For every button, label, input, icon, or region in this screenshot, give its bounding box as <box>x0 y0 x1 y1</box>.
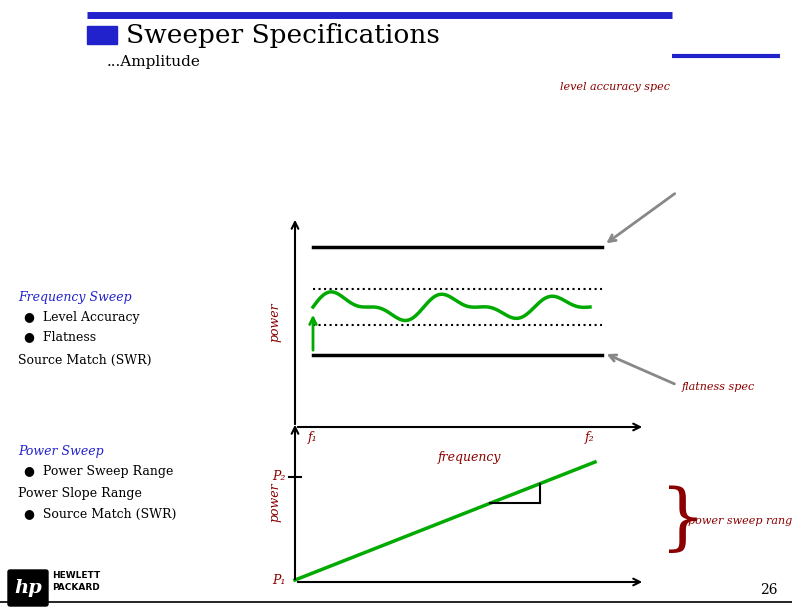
Text: Power Sweep: Power Sweep <box>18 446 104 458</box>
Text: ●  Flatness: ● Flatness <box>24 330 96 343</box>
Text: ...Amplitude: ...Amplitude <box>107 55 201 69</box>
Text: ●  Level Accuracy: ● Level Accuracy <box>24 310 139 324</box>
Text: Power Slope Range: Power Slope Range <box>18 488 142 501</box>
Text: P₂: P₂ <box>272 471 286 483</box>
Text: Source Match (SWR): Source Match (SWR) <box>18 354 151 367</box>
Text: power: power <box>268 302 281 342</box>
Text: hp: hp <box>14 579 42 597</box>
Text: frequency: frequency <box>438 450 502 463</box>
Text: f₂: f₂ <box>585 431 595 444</box>
Text: P₁: P₁ <box>272 573 286 586</box>
Text: PACKARD: PACKARD <box>52 583 100 592</box>
Text: f₁: f₁ <box>308 431 318 444</box>
Text: Frequency Sweep: Frequency Sweep <box>18 291 131 304</box>
Text: 26: 26 <box>760 583 778 597</box>
FancyBboxPatch shape <box>8 570 48 606</box>
Text: level accuracy spec: level accuracy spec <box>560 82 670 92</box>
Text: power sweep range: power sweep range <box>688 516 792 526</box>
Text: HEWLETT: HEWLETT <box>52 571 101 580</box>
Text: power: power <box>268 482 281 522</box>
Text: ●  Power Sweep Range: ● Power Sweep Range <box>24 466 173 479</box>
Text: Sweeper Specifications: Sweeper Specifications <box>126 23 440 48</box>
Text: flatness spec: flatness spec <box>682 382 756 392</box>
Bar <box>87 26 117 44</box>
Text: ●  Source Match (SWR): ● Source Match (SWR) <box>24 507 177 520</box>
Text: }: } <box>660 486 706 556</box>
